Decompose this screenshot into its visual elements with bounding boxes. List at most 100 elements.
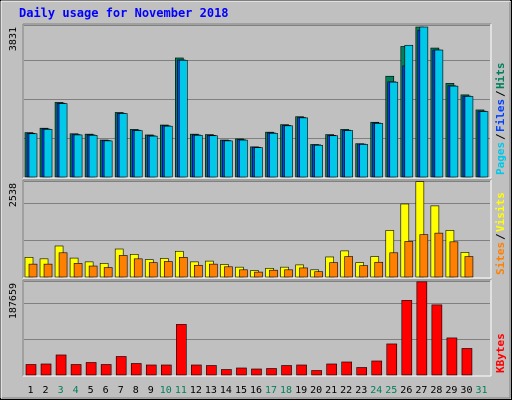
legend-visits: Visits xyxy=(494,192,507,232)
x-tick-label-day-5: 5 xyxy=(88,385,94,396)
chart-title: Daily usage for November 2018 xyxy=(19,6,229,20)
bar-kbytes-day-27 xyxy=(416,281,428,376)
bar-pages-day-11 xyxy=(179,60,188,178)
bar-sites-day-24 xyxy=(374,261,384,278)
y-max-label: 2538 xyxy=(8,183,19,207)
bar-pages-day-28 xyxy=(434,49,444,178)
x-tick-label-day-14: 14 xyxy=(220,385,232,396)
x-tick-label-day-28: 28 xyxy=(430,385,442,396)
x-tick-label-day-20: 20 xyxy=(310,385,322,396)
legend-files: Files xyxy=(494,99,507,132)
bar-sites-day-18 xyxy=(284,269,293,278)
bar-sites-day-5 xyxy=(88,265,98,278)
bar-kbytes-day-16 xyxy=(251,368,262,376)
bar-sites-day-15 xyxy=(239,269,248,278)
legend-visits-sites: Sites /Visits xyxy=(494,192,507,275)
bar-kbytes-day-9 xyxy=(145,364,157,376)
x-tick-label-day-19: 19 xyxy=(295,385,307,396)
bar-sites-day-29 xyxy=(449,241,459,278)
x-tick-label-day-10: 10 xyxy=(160,385,172,396)
x-tick-label-day-12: 12 xyxy=(190,385,202,396)
bar-pages-day-4 xyxy=(73,134,83,178)
bar-sites-day-26 xyxy=(404,241,414,278)
legend-hits-files-pages: Pages/Files/Hits xyxy=(494,63,507,176)
y-max-label: 187659 xyxy=(8,283,19,319)
bar-sites-day-2 xyxy=(43,263,53,278)
bar-sites-day-1 xyxy=(28,263,38,278)
bar-sites-day-3 xyxy=(58,252,68,278)
bar-pages-day-16 xyxy=(254,147,263,178)
x-tick-label-day-21: 21 xyxy=(325,385,337,396)
x-tick-label-day-24: 24 xyxy=(370,385,382,396)
bar-sites-day-12 xyxy=(194,264,203,278)
x-tick-label-day-17: 17 xyxy=(265,385,277,396)
bar-sites-day-9 xyxy=(148,262,158,278)
x-tick-label-day-26: 26 xyxy=(400,385,412,396)
legend-pages: Pages xyxy=(494,142,507,175)
bar-sites-day-19 xyxy=(299,267,308,278)
x-tick-label-day-16: 16 xyxy=(250,385,262,396)
x-tick-label-day-7: 7 xyxy=(118,385,124,396)
x-axis-day-labels: 1 2 3 4 5 6 7 8 9 10 11 12 13 14 15 16 17 18 19 20 21 22 23 24 2… xyxy=(28,385,488,396)
bar-kbytes-day-24 xyxy=(371,360,383,376)
bar-kbytes-day-4 xyxy=(70,364,82,376)
bar-kbytes-day-6 xyxy=(100,364,112,376)
bar-kbytes-day-25 xyxy=(386,343,398,376)
bar-pages-day-25 xyxy=(389,81,399,178)
bar-pages-day-24 xyxy=(374,123,384,178)
x-tick-label-day-18: 18 xyxy=(280,385,292,396)
x-tick-label-day-2: 2 xyxy=(43,385,49,396)
x-tick-label-day-22: 22 xyxy=(340,385,352,396)
bar-pages-day-13 xyxy=(209,135,218,178)
bar-kbytes-day-29 xyxy=(446,337,458,376)
bar-sites-day-7 xyxy=(118,255,128,278)
bar-pages-day-19 xyxy=(299,117,308,178)
bar-sites-day-11 xyxy=(179,257,188,278)
x-tick-label-day-8: 8 xyxy=(133,385,139,396)
bar-sites-day-21 xyxy=(329,262,338,278)
bar-sites-day-22 xyxy=(344,256,353,278)
bar-kbytes-day-10 xyxy=(160,364,172,376)
legend-separator: / xyxy=(494,233,507,240)
x-tick-label-day-6: 6 xyxy=(103,385,109,396)
bar-kbytes-day-14 xyxy=(221,369,232,376)
bar-kbytes-day-18 xyxy=(281,365,292,376)
bar-sites-day-16 xyxy=(254,271,263,278)
bar-kbytes-day-1 xyxy=(25,364,37,376)
bar-kbytes-day-26 xyxy=(401,300,413,376)
bar-kbytes-day-19 xyxy=(296,364,307,376)
bar-kbytes-day-12 xyxy=(191,364,202,376)
bar-pages-day-2 xyxy=(43,129,53,178)
bar-sites-day-30 xyxy=(464,256,474,278)
bar-sites-day-17 xyxy=(269,269,278,278)
bar-pages-day-6 xyxy=(103,140,113,178)
x-tick-label-day-31: 31 xyxy=(475,385,487,396)
bar-sites-day-27 xyxy=(419,234,429,278)
bar-pages-day-1 xyxy=(28,133,38,178)
bar-pages-day-27 xyxy=(419,26,429,178)
bar-pages-day-31 xyxy=(479,111,489,178)
x-tick-label-day-27: 27 xyxy=(415,385,427,396)
bar-pages-day-20 xyxy=(314,144,323,178)
bar-pages-day-29 xyxy=(449,85,459,178)
bar-kbytes-day-7 xyxy=(115,356,127,376)
x-tick-label-day-25: 25 xyxy=(385,385,397,396)
bar-pages-day-9 xyxy=(148,135,158,178)
bar-pages-day-8 xyxy=(133,130,143,178)
panel-visits-sites: 2538 Sites /Visits xyxy=(8,179,507,279)
bar-kbytes-day-8 xyxy=(130,363,142,376)
bar-sites-day-8 xyxy=(133,258,143,278)
legend-hits: Hits xyxy=(494,63,507,90)
bar-sites-day-25 xyxy=(389,252,399,278)
x-tick-label-day-30: 30 xyxy=(460,385,472,396)
bar-kbytes-day-15 xyxy=(236,367,247,376)
x-tick-label-day-4: 4 xyxy=(73,385,79,396)
bar-pages-day-21 xyxy=(329,135,338,178)
bar-kbytes-day-23 xyxy=(356,367,368,376)
bar-kbytes-day-20 xyxy=(311,370,322,376)
x-tick-label-day-11: 11 xyxy=(175,385,187,396)
bar-kbytes-day-28 xyxy=(431,304,443,376)
bar-pages-day-17 xyxy=(269,133,278,178)
bar-sites-day-20 xyxy=(314,271,323,278)
